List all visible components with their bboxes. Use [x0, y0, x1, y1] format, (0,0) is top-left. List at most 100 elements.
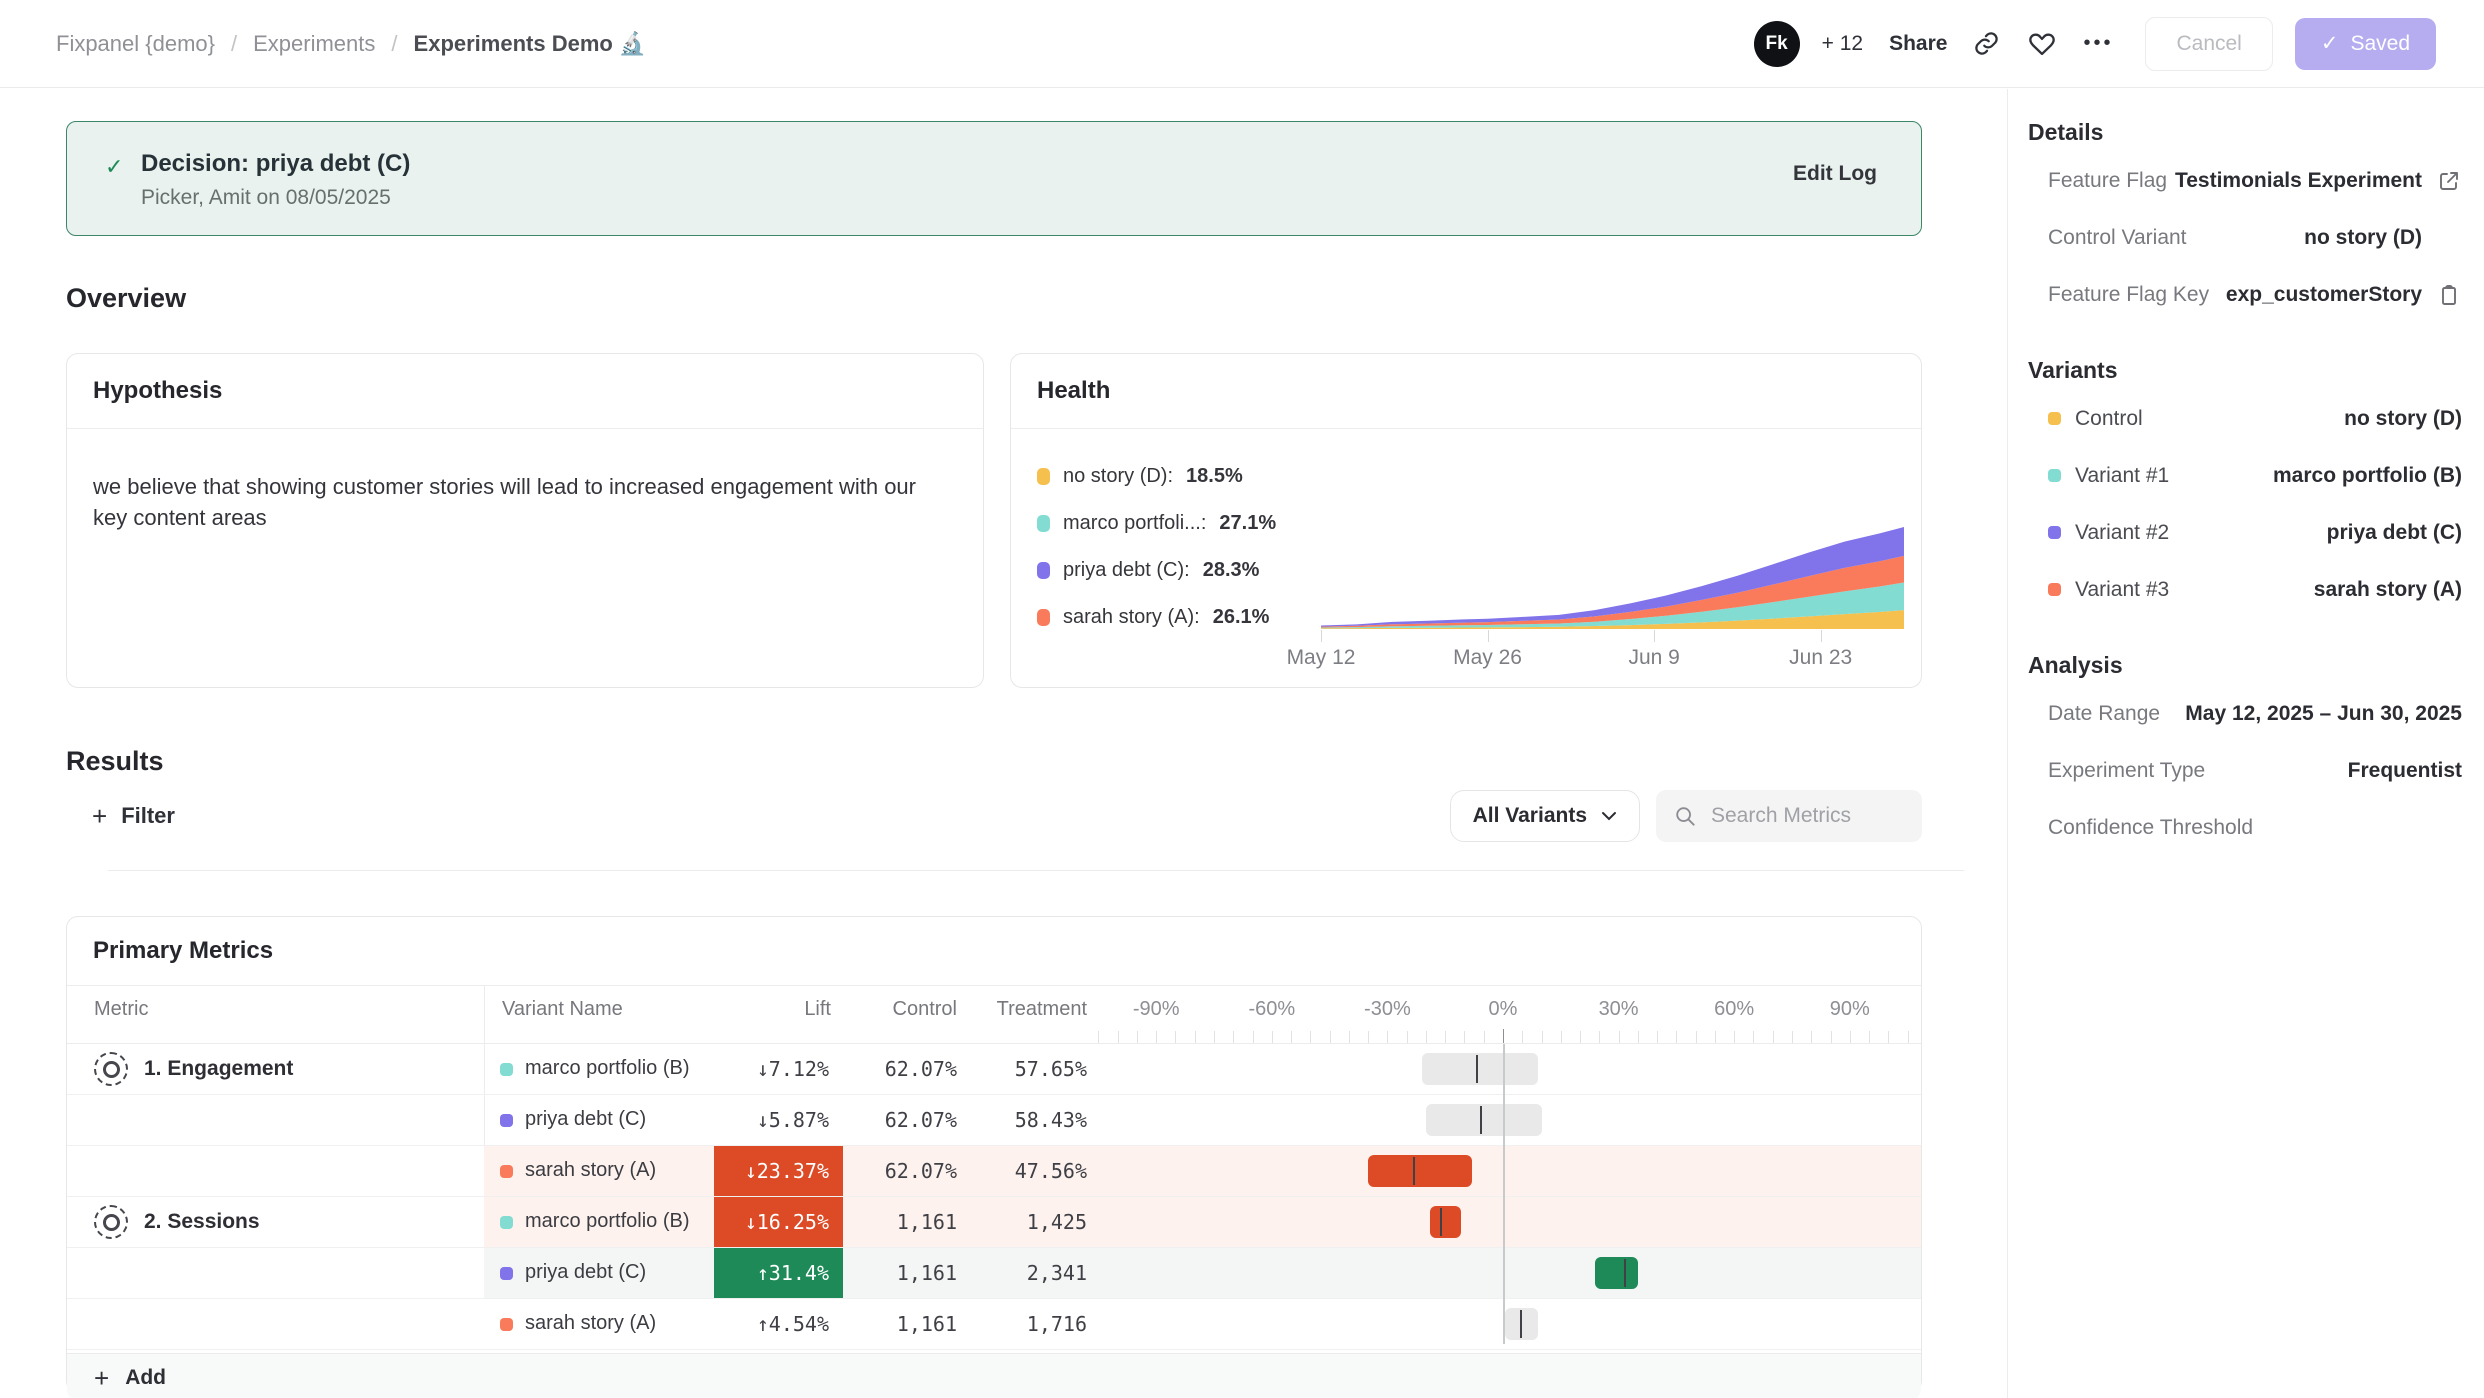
row-significance-tint	[484, 1248, 1921, 1298]
details-header: Details	[2028, 119, 2104, 145]
health-legend-item-0: no story (D): 18.5%	[1037, 463, 1276, 489]
clipboard-icon[interactable]	[2436, 282, 2462, 308]
legend-label: sarah story (A):	[1063, 605, 1200, 628]
health-title: Health	[1011, 354, 1921, 429]
axis-tick	[1849, 1031, 1851, 1043]
metric-row-6: sarah story (A) ↑4.54% 1,161 1,716	[67, 1299, 1921, 1350]
analysis-value: Frequentist	[2347, 758, 2462, 782]
add-metric-button[interactable]: + Add	[67, 1353, 1921, 1398]
lift-badge: ↓23.37%	[714, 1146, 843, 1196]
lift-marker	[1623, 1259, 1626, 1287]
x-axis-tick	[1487, 630, 1489, 642]
axis-tick	[1753, 1031, 1755, 1043]
variant-name: marco portfolio (B)	[525, 1210, 690, 1232]
variant-row-1: Variant #1 marco portfolio (B)	[2028, 447, 2462, 504]
variant-color-chip	[500, 1267, 513, 1280]
search-metrics-box	[1656, 790, 1922, 842]
primary-metrics-title: Primary Metrics	[67, 917, 1921, 986]
metric-name[interactable]: 2. Sessions	[94, 1205, 260, 1239]
more-options-button[interactable]: •••	[2083, 32, 2114, 54]
avatar[interactable]: Fk	[1753, 20, 1800, 67]
axis-tick	[1599, 1031, 1601, 1043]
axis-tick	[1637, 1031, 1639, 1043]
variant-name: marco portfolio (B)	[525, 1057, 690, 1079]
variant-color-chip	[500, 1318, 513, 1331]
row-significance-tint	[484, 1146, 1921, 1196]
details-row-2: Feature Flag Key exp_customerStory	[2028, 266, 2462, 323]
details-sidebar: Details Feature Flag Testimonials Experim…	[2007, 89, 2484, 1398]
results-divider	[108, 870, 1964, 871]
results-heading: Results	[66, 746, 164, 776]
axis-label-90: 90%	[1829, 998, 1870, 1020]
control-value: 1,161	[896, 1261, 957, 1285]
lift-badge: ↓16.25%	[714, 1197, 843, 1247]
treatment-value: 58.43%	[1014, 1108, 1087, 1132]
axis-tick	[1387, 1031, 1389, 1043]
overview-cards: Hypothesis we believe that showing custo…	[66, 353, 2006, 688]
variant-row-0: Control no story (D)	[2028, 390, 2462, 447]
area-series-sarah-story-a-	[1321, 555, 1904, 628]
top-bar: Fixpanel {demo} / Experiments / Experiments …	[0, 0, 2484, 88]
breadcrumb-item-2[interactable]: Experiments Demo 🔬	[413, 30, 647, 56]
breadcrumb-item-1[interactable]: Experiments	[253, 30, 376, 56]
metrics-table-body: 1. Engagement marco portfolio (B) ↓7.12% 62…	[67, 1044, 1921, 1350]
decision-title: Decision: priya debt (C)	[141, 150, 411, 177]
saved-button[interactable]: ✓ Saved	[2294, 17, 2436, 70]
axis-label--60: -60%	[1248, 998, 1296, 1020]
variant-value: priya debt (C)	[2326, 520, 2462, 544]
axis-tick	[1348, 1031, 1350, 1043]
search-icon	[1676, 807, 1695, 826]
decision-subtitle: Picker, Amit on 08/05/2025	[141, 186, 391, 209]
metric-name[interactable]: 1. Engagement	[94, 1052, 293, 1086]
confidence-interval-bar	[1429, 1206, 1461, 1238]
external-link-icon[interactable]	[2436, 168, 2462, 194]
axis-tick	[1117, 1031, 1119, 1043]
legend-label: no story (D):	[1063, 464, 1174, 487]
variants-dropdown[interactable]: All Variants	[1449, 790, 1640, 842]
axis-tick	[1175, 1031, 1177, 1043]
cancel-button[interactable]: Cancel	[2145, 16, 2273, 71]
column-header-lift: Lift	[804, 998, 831, 1020]
variant-row-2: Variant #2 priya debt (C)	[2028, 504, 2462, 561]
column-header-treatment: Treatment	[996, 998, 1087, 1020]
axis-label-30: 30%	[1598, 998, 1639, 1020]
edit-log-button[interactable]: Edit Log	[1793, 162, 1877, 185]
add-filter-button[interactable]: + Filter	[92, 801, 175, 831]
search-metrics-input[interactable]	[1709, 803, 1903, 829]
share-button[interactable]: Share	[1889, 31, 1948, 55]
variant-color-chip	[2048, 412, 2061, 425]
axis-tick	[1425, 1031, 1427, 1043]
health-legend-item-2: priya debt (C): 28.3%	[1037, 557, 1276, 583]
axis-tick	[1406, 1031, 1408, 1043]
x-axis-label: Jun 23	[1789, 646, 1853, 669]
axis-tick	[1791, 1031, 1793, 1043]
legend-value: 28.3%	[1202, 558, 1260, 581]
treatment-value: 57.65%	[1014, 1057, 1087, 1081]
copy-link-icon[interactable]	[1969, 27, 2003, 61]
axis-tick	[1695, 1031, 1697, 1043]
lift-marker	[1480, 1106, 1483, 1134]
variant-name: priya debt (C)	[525, 1108, 647, 1130]
collaborator-count[interactable]: + 12	[1821, 31, 1864, 55]
legend-color-chip	[1037, 514, 1050, 532]
axis-tick	[1194, 1031, 1196, 1043]
lift-marker	[1440, 1208, 1443, 1236]
metric-row-2: priya debt (C) ↓5.87% 62.07% 58.43%	[67, 1095, 1921, 1146]
details-value: no story (D)	[2304, 225, 2462, 251]
axis-tick	[1136, 1031, 1138, 1043]
decision-check-icon: ✓	[105, 154, 124, 179]
favorite-heart-icon[interactable]	[2025, 27, 2059, 61]
legend-color-chip	[1037, 608, 1050, 626]
axis-tick	[1580, 1031, 1582, 1043]
lift-marker	[1475, 1055, 1478, 1083]
area-series-priya-debt-c-	[1321, 527, 1904, 627]
axis-tick	[1483, 1031, 1485, 1043]
analysis-label: Experiment Type	[2048, 758, 2206, 782]
axis-tick	[1291, 1031, 1293, 1043]
lift-marker	[1520, 1310, 1523, 1338]
axis-tick	[1329, 1031, 1331, 1043]
breadcrumb-item-0[interactable]: Fixpanel {demo}	[56, 30, 215, 56]
breadcrumb: Fixpanel {demo} / Experiments / Experiments …	[56, 31, 646, 57]
axis-tick	[1522, 1031, 1524, 1043]
